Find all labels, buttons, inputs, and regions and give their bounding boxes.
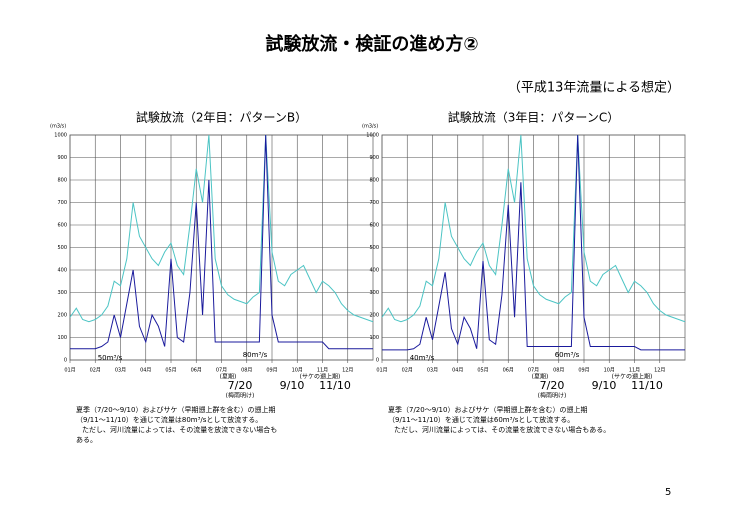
x-tick-label: 03月 — [427, 368, 438, 374]
y-tick-label: 400 — [57, 268, 67, 274]
chart-title: 試験放流（2年目：パターンB） — [136, 110, 307, 125]
y-tick-label: 700 — [57, 200, 67, 206]
annotation: (サケの遡上期) — [612, 373, 653, 381]
annotation: 9/10 — [280, 379, 305, 392]
y-tick-label: 900 — [57, 155, 67, 161]
annotation: (夏期) — [532, 373, 549, 381]
annotation: 80m³/s — [243, 351, 268, 359]
chart-title: 試験放流（3年目：パターンC） — [448, 110, 619, 125]
y-tick-label: 200 — [369, 313, 379, 319]
annotation: 7/20 — [540, 379, 565, 392]
note: 夏季（7/20〜9/10）およびサケ（早期遡上群を含む）の遡上期 — [388, 405, 587, 414]
y-unit: (m3/s) — [362, 124, 378, 130]
x-tick-label: 02月 — [402, 368, 413, 374]
annotation: 50m³/s — [98, 354, 123, 362]
subtitle: （平成13年流量による想定） — [508, 80, 680, 96]
note: 夏季（7/20〜9/10）およびサケ（早期遡上群を含む）の遡上期 — [76, 405, 275, 414]
x-tick-label: 06月 — [191, 368, 202, 374]
annotation: 9/10 — [592, 379, 617, 392]
x-tick-label: 12月 — [342, 368, 353, 374]
y-tick-label: 1000 — [366, 133, 379, 139]
annotation: (梅雨明け) — [538, 392, 567, 400]
y-tick-label: 900 — [369, 155, 379, 161]
annotation: 11/10 — [631, 379, 663, 392]
x-tick-label: 04月 — [140, 368, 151, 374]
x-tick-label: 10月 — [292, 368, 303, 374]
y-tick-label: 800 — [57, 178, 67, 184]
annotation: (梅雨明け) — [226, 392, 255, 400]
x-tick-label: 02月 — [90, 368, 101, 374]
annotation: 11/10 — [319, 379, 351, 392]
x-tick-label: 09月 — [578, 368, 589, 374]
x-tick-label: 07月 — [528, 368, 539, 374]
y-tick-label: 400 — [369, 268, 379, 274]
y-tick-label: 700 — [369, 200, 379, 206]
y-tick-label: 200 — [57, 313, 67, 319]
x-tick-label: 10月 — [604, 368, 615, 374]
x-tick-label: 11月 — [317, 368, 328, 374]
note: ある。 — [76, 436, 97, 444]
series-line — [70, 134, 373, 350]
x-tick-label: 08月 — [553, 368, 564, 374]
y-tick-label: 500 — [369, 245, 379, 251]
x-tick-label: 12月 — [654, 368, 665, 374]
note: ただし、河川流量によっては、その流量を放流できない場合も — [82, 425, 277, 434]
series-line — [69, 134, 374, 323]
x-tick-label: 11月 — [629, 368, 640, 374]
y-tick-label: 1000 — [54, 133, 67, 139]
x-tick-label: 08月 — [241, 368, 252, 374]
y-tick-label: 0 — [64, 358, 67, 364]
series-line — [382, 134, 685, 351]
y-tick-label: 600 — [369, 223, 379, 229]
x-tick-label: 04月 — [452, 368, 463, 374]
annotation: 40m³/s — [410, 354, 435, 362]
y-unit: (m3/s) — [50, 124, 66, 130]
y-tick-label: 100 — [57, 335, 67, 341]
x-tick-label: 06月 — [503, 368, 514, 374]
x-tick-label: 05月 — [477, 368, 488, 374]
annotation: 7/20 — [228, 379, 253, 392]
x-tick-label: 05月 — [165, 368, 176, 374]
y-tick-label: 100 — [369, 335, 379, 341]
x-tick-label: 03月 — [115, 368, 126, 374]
series-line — [381, 134, 686, 323]
y-tick-label: 500 — [57, 245, 67, 251]
note: （9/11〜11/10）を通じて流量は80m³/sとして放流する。 — [76, 415, 262, 424]
annotation: (夏期) — [220, 373, 237, 381]
x-tick-label: 01月 — [376, 368, 387, 374]
y-tick-label: 300 — [369, 290, 379, 296]
y-tick-label: 0 — [376, 358, 379, 364]
x-tick-label: 01月 — [64, 368, 75, 374]
note: （9/11〜11/10）を通じて流量は60m³/sとして放流する。 — [388, 415, 574, 424]
slide-title: 試験放流・検証の進め方② — [265, 33, 478, 55]
annotation: (サケの遡上期) — [300, 373, 341, 381]
annotation: 60m³/s — [555, 351, 580, 359]
x-tick-label: 07月 — [216, 368, 227, 374]
x-tick-label: 09月 — [266, 368, 277, 374]
y-tick-label: 600 — [57, 223, 67, 229]
y-tick-label: 300 — [57, 290, 67, 296]
y-tick-label: 800 — [369, 178, 379, 184]
page-number: 5 — [665, 487, 671, 498]
note: ただし、河川流量によっては、その流量を放流できない場合もある。 — [394, 425, 610, 434]
